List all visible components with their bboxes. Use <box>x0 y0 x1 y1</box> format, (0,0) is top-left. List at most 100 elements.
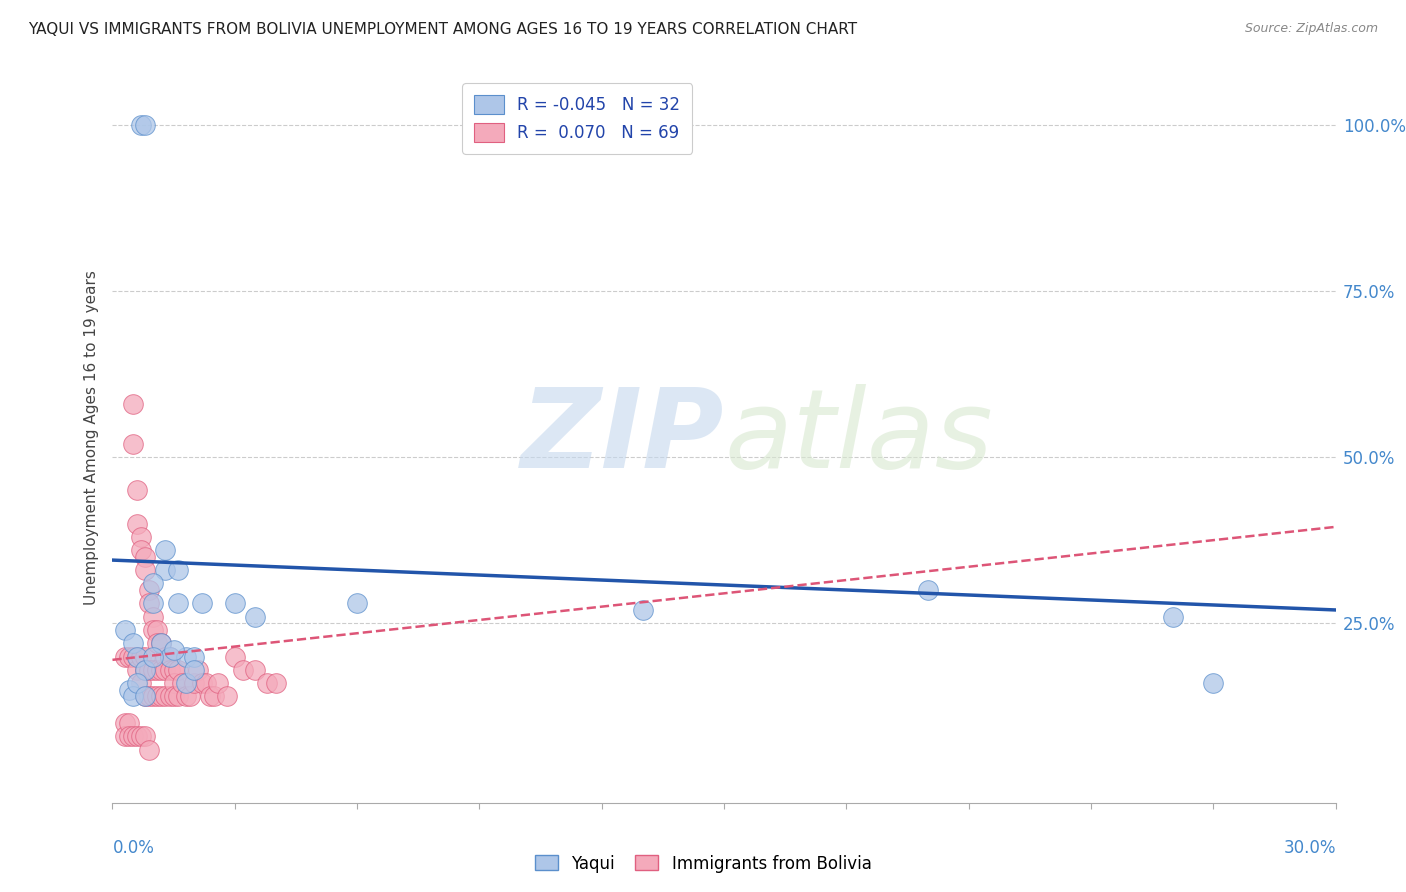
Point <box>166 596 188 610</box>
Point <box>142 649 165 664</box>
Point <box>114 649 136 664</box>
Point <box>174 649 197 664</box>
Point <box>155 543 177 558</box>
Point <box>122 690 145 704</box>
Point <box>159 690 181 704</box>
Point <box>170 676 193 690</box>
Point <box>142 623 165 637</box>
Point <box>245 663 267 677</box>
Point <box>159 649 181 664</box>
Legend: Yaqui, Immigrants from Bolivia: Yaqui, Immigrants from Bolivia <box>527 848 879 880</box>
Point <box>125 729 148 743</box>
Point <box>142 576 165 591</box>
Point <box>142 690 165 704</box>
Point <box>114 729 136 743</box>
Text: ZIP: ZIP <box>520 384 724 491</box>
Point <box>114 716 136 731</box>
Point <box>166 663 188 677</box>
Point <box>138 690 160 704</box>
Point <box>122 729 145 743</box>
Point <box>163 690 186 704</box>
Point <box>224 596 246 610</box>
Point <box>118 682 141 697</box>
Point <box>200 690 222 704</box>
Point <box>146 690 169 704</box>
Point <box>174 676 197 690</box>
Point <box>125 676 148 690</box>
Point <box>155 563 177 577</box>
Point <box>232 663 254 677</box>
Point <box>166 690 188 704</box>
Point <box>150 636 173 650</box>
Point <box>142 596 165 610</box>
Point <box>122 649 145 664</box>
Point <box>138 742 160 756</box>
Point <box>125 649 148 664</box>
Point <box>125 516 148 531</box>
Y-axis label: Unemployment Among Ages 16 to 19 years: Unemployment Among Ages 16 to 19 years <box>84 269 100 605</box>
Point <box>142 663 165 677</box>
Point <box>155 663 177 677</box>
Point <box>163 676 186 690</box>
Point <box>150 690 173 704</box>
Point <box>125 663 148 677</box>
Point <box>155 649 177 664</box>
Point <box>159 663 181 677</box>
Point <box>134 663 156 677</box>
Point <box>125 649 148 664</box>
Point <box>204 690 226 704</box>
Point <box>142 609 165 624</box>
Text: YAQUI VS IMMIGRANTS FROM BOLIVIA UNEMPLOYMENT AMONG AGES 16 TO 19 YEARS CORRELAT: YAQUI VS IMMIGRANTS FROM BOLIVIA UNEMPLO… <box>28 22 858 37</box>
Point <box>129 676 152 690</box>
Point <box>129 543 152 558</box>
Point <box>155 690 177 704</box>
Text: Source: ZipAtlas.com: Source: ZipAtlas.com <box>1244 22 1378 36</box>
Point <box>1161 609 1184 624</box>
Text: atlas: atlas <box>724 384 993 491</box>
Point <box>245 609 267 624</box>
Point <box>150 663 173 677</box>
Point <box>159 649 181 664</box>
Point <box>134 649 156 664</box>
Point <box>138 663 160 677</box>
Point <box>118 729 141 743</box>
Point <box>191 676 214 690</box>
Point <box>224 649 246 664</box>
Point <box>118 716 141 731</box>
Legend: R = -0.045   N = 32, R =  0.070   N = 69: R = -0.045 N = 32, R = 0.070 N = 69 <box>463 83 692 153</box>
Point <box>631 603 654 617</box>
Point <box>146 636 169 650</box>
Point <box>122 397 145 411</box>
Point <box>207 676 229 690</box>
Point <box>183 676 205 690</box>
Point <box>183 649 205 664</box>
Text: 0.0%: 0.0% <box>112 839 155 857</box>
Point <box>183 663 205 677</box>
Point <box>166 563 188 577</box>
Point <box>129 530 152 544</box>
Point <box>256 676 278 690</box>
Point <box>146 623 169 637</box>
Point <box>125 483 148 498</box>
Point <box>163 643 186 657</box>
Point <box>129 649 152 664</box>
Point <box>138 582 160 597</box>
Point <box>134 663 156 677</box>
Point <box>163 663 186 677</box>
Point <box>191 596 214 610</box>
Point <box>134 729 156 743</box>
Text: 30.0%: 30.0% <box>1284 839 1336 857</box>
Point <box>215 690 238 704</box>
Point <box>138 596 160 610</box>
Point <box>1202 676 1225 690</box>
Point <box>174 690 197 704</box>
Point <box>129 729 152 743</box>
Point <box>150 636 173 650</box>
Point <box>129 118 152 132</box>
Point <box>114 623 136 637</box>
Point <box>134 118 156 132</box>
Point <box>346 596 368 610</box>
Point <box>187 663 209 677</box>
Point <box>146 663 169 677</box>
Point <box>917 582 939 597</box>
